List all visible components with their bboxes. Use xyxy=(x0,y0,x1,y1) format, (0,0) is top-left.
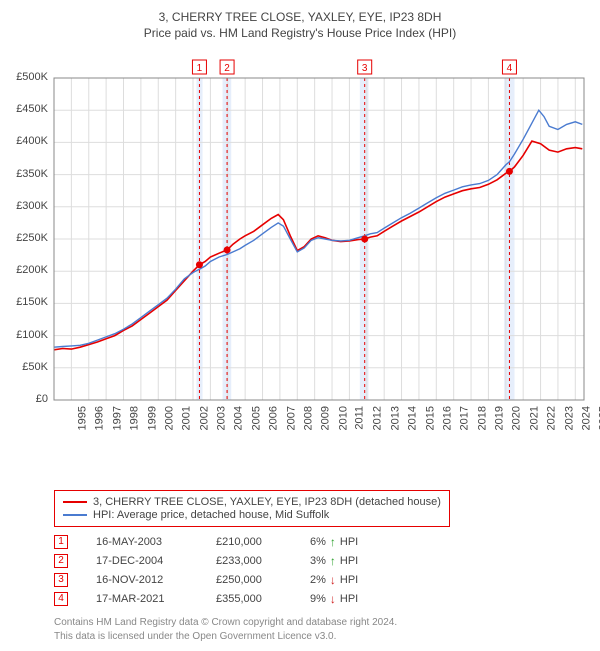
x-tick-label: 2020 xyxy=(511,406,523,430)
x-tick-label: 2013 xyxy=(389,406,401,430)
y-tick-label: £100K xyxy=(8,329,48,341)
x-tick-label: 2014 xyxy=(407,406,419,430)
y-tick-label: £500K xyxy=(8,71,48,83)
transaction-diff: 6%↑HPI xyxy=(310,535,370,549)
x-tick-label: 2011 xyxy=(354,406,366,430)
transaction-date: 16-MAY-2003 xyxy=(96,536,188,548)
transaction-diff: 9%↓HPI xyxy=(310,592,370,606)
x-tick-label: 2000 xyxy=(163,406,175,430)
transaction-marker: 2 xyxy=(54,554,68,568)
arrow-icon: ↓ xyxy=(330,592,336,606)
footer: Contains HM Land Registry data © Crown c… xyxy=(54,616,592,643)
transaction-price: £233,000 xyxy=(216,555,282,567)
x-tick-label: 2022 xyxy=(546,406,558,430)
y-tick-label: £400K xyxy=(8,135,48,147)
legend-label: 3, CHERRY TREE CLOSE, YAXLEY, EYE, IP23 … xyxy=(93,496,441,508)
x-tick-label: 2021 xyxy=(528,406,540,430)
y-tick-label: £150K xyxy=(8,296,48,308)
arrow-icon: ↑ xyxy=(330,554,336,568)
transaction-row: 1 16-MAY-2003 £210,000 6%↑HPI xyxy=(54,535,592,549)
x-tick-label: 2006 xyxy=(268,406,280,430)
chart-svg: 1 2 3 4 xyxy=(8,50,592,450)
x-tick-label: 1999 xyxy=(146,406,158,430)
transaction-price: £210,000 xyxy=(216,536,282,548)
transaction-row: 2 17-DEC-2004 £233,000 3%↑HPI xyxy=(54,554,592,568)
x-tick-label: 1997 xyxy=(111,406,123,430)
x-tick-label: 2019 xyxy=(494,406,506,430)
x-tick-label: 1998 xyxy=(129,406,141,430)
transaction-date: 17-DEC-2004 xyxy=(96,555,188,567)
x-tick-label: 2009 xyxy=(320,406,332,430)
x-tick-label: 2008 xyxy=(302,406,314,430)
transaction-row: 4 17-MAR-2021 £355,000 9%↓HPI xyxy=(54,592,592,606)
y-tick-label: £350K xyxy=(8,168,48,180)
y-tick-label: £300K xyxy=(8,200,48,212)
arrow-icon: ↓ xyxy=(330,573,336,587)
legend: 3, CHERRY TREE CLOSE, YAXLEY, EYE, IP23 … xyxy=(54,490,450,527)
x-tick-label: 2010 xyxy=(337,406,349,430)
y-tick-label: £450K xyxy=(8,103,48,115)
footer-line-2: This data is licensed under the Open Gov… xyxy=(54,630,592,644)
page-subtitle: Price paid vs. HM Land Registry's House … xyxy=(8,26,592,40)
x-tick-label: 2023 xyxy=(563,406,575,430)
chart-container: 1 2 3 4 £0 £50K £100K £150K £200K £250K £300K £350… xyxy=(8,50,592,450)
transaction-marker: 3 xyxy=(54,573,68,587)
x-tick-label: 2015 xyxy=(424,406,436,430)
svg-text:3: 3 xyxy=(362,63,368,74)
transaction-date: 16-NOV-2012 xyxy=(96,574,188,586)
y-tick-label: £250K xyxy=(8,232,48,244)
x-tick-label: 1996 xyxy=(94,406,106,430)
x-tick-label: 2012 xyxy=(372,406,384,430)
page-title: 3, CHERRY TREE CLOSE, YAXLEY, EYE, IP23 … xyxy=(8,10,592,24)
x-tick-label: 2005 xyxy=(250,406,262,430)
transaction-row: 3 16-NOV-2012 £250,000 2%↓HPI xyxy=(54,573,592,587)
legend-swatch xyxy=(63,514,87,516)
x-tick-label: 2024 xyxy=(580,406,592,430)
x-tick-label: 2018 xyxy=(476,406,488,430)
x-tick-label: 2017 xyxy=(459,406,471,430)
legend-swatch xyxy=(63,501,87,503)
transaction-date: 17-MAR-2021 xyxy=(96,593,188,605)
legend-item: HPI: Average price, detached house, Mid … xyxy=(63,509,441,521)
transactions-table: 1 16-MAY-2003 £210,000 6%↑HPI 2 17-DEC-2004 £2… xyxy=(54,535,592,606)
footer-line-1: Contains HM Land Registry data © Crown c… xyxy=(54,616,592,630)
y-tick-label: £0 xyxy=(8,393,48,405)
y-tick-label: £200K xyxy=(8,264,48,276)
svg-text:2: 2 xyxy=(224,63,230,74)
x-tick-label: 2016 xyxy=(441,406,453,430)
x-tick-label: 2003 xyxy=(216,406,228,430)
x-tick-label: 1995 xyxy=(76,406,88,430)
x-tick-label: 2001 xyxy=(181,406,193,430)
transaction-marker: 4 xyxy=(54,592,68,606)
x-tick-label: 2002 xyxy=(198,406,210,430)
svg-text:1: 1 xyxy=(197,63,203,74)
x-tick-label: 2007 xyxy=(285,406,297,430)
legend-item: 3, CHERRY TREE CLOSE, YAXLEY, EYE, IP23 … xyxy=(63,496,441,508)
x-tick-label: 2004 xyxy=(233,406,245,430)
transaction-diff: 2%↓HPI xyxy=(310,573,370,587)
y-tick-label: £50K xyxy=(8,361,48,373)
arrow-icon: ↑ xyxy=(330,535,336,549)
transaction-marker: 1 xyxy=(54,535,68,549)
svg-text:4: 4 xyxy=(507,63,513,74)
transaction-diff: 3%↑HPI xyxy=(310,554,370,568)
transaction-price: £355,000 xyxy=(216,593,282,605)
legend-label: HPI: Average price, detached house, Mid … xyxy=(93,509,329,521)
transaction-price: £250,000 xyxy=(216,574,282,586)
